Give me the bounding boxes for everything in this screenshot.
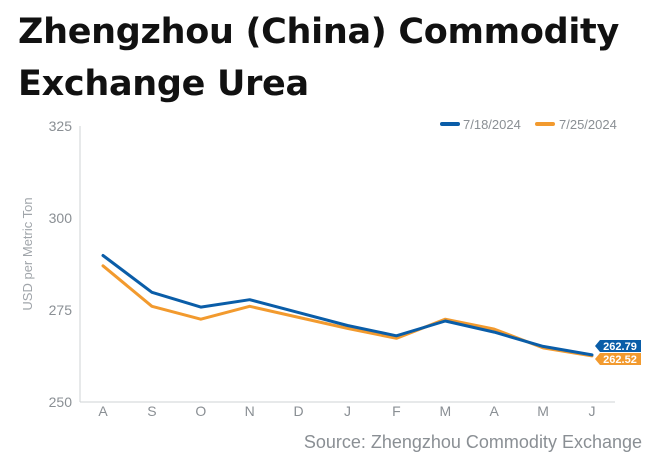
x-tick-label: M	[439, 403, 451, 419]
end-value-label: 262.52	[603, 354, 637, 366]
x-tick-label: O	[195, 403, 206, 419]
series-group	[101, 254, 594, 358]
series-line	[101, 254, 594, 357]
x-tick-label: J	[589, 403, 596, 419]
x-tick-label: D	[294, 403, 304, 419]
x-tick-label: A	[98, 403, 108, 419]
x-tick-label: S	[147, 403, 156, 419]
end-value-label: 262.79	[603, 341, 637, 353]
y-tick-label: 250	[49, 394, 73, 410]
y-tick-label: 325	[49, 118, 73, 134]
end-value-tag: 262.79	[595, 340, 641, 353]
x-tick-label: M	[537, 403, 549, 419]
end-value-tag-bg	[595, 353, 641, 365]
x-tick-label: A	[490, 403, 500, 419]
legend-label: 7/25/2024	[559, 117, 617, 132]
legend-label: 7/18/2024	[463, 117, 521, 132]
x-tick-label: J	[344, 403, 351, 419]
end-value-tag: 262.52	[595, 353, 641, 366]
x-tick-label: N	[245, 403, 255, 419]
legend: 7/18/2024 7/25/2024	[440, 117, 617, 132]
end-value-tag-bg	[595, 340, 641, 352]
source-note: Source: Zhengzhou Commodity Exchange	[303, 432, 642, 452]
x-tick-label: F	[392, 403, 401, 419]
series-line	[101, 264, 594, 358]
y-tick-label: 300	[49, 210, 73, 226]
chart-title: Zhengzhou (China) Commodity Exchange Ure…	[18, 12, 619, 104]
y-tick-label: 275	[49, 302, 73, 318]
y-axis-label: USD per Metric Ton	[20, 197, 35, 310]
y-axis: 250 275 300 325	[49, 118, 81, 410]
